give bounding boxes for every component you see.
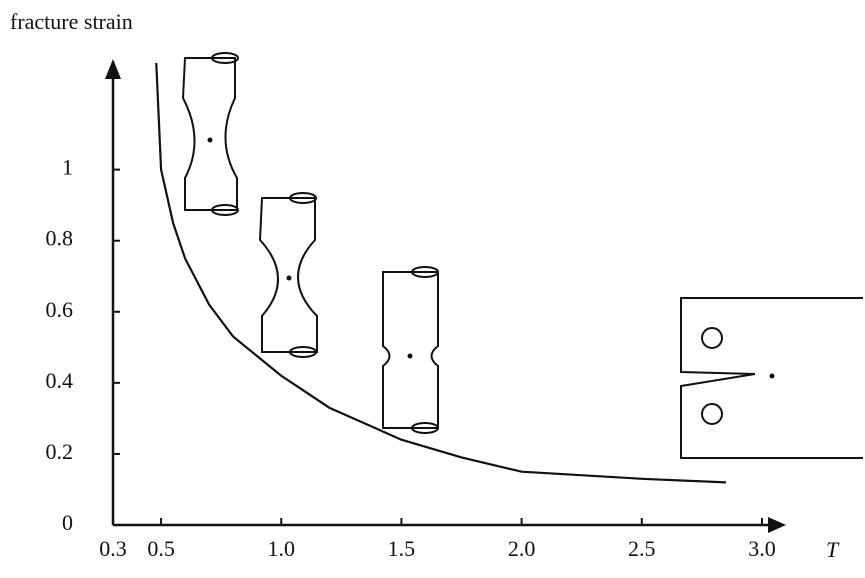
y-tick-label: 0.6 [46,297,74,322]
x-tick-label: 1.0 [268,536,296,561]
chart-title: fracture strain [10,9,133,34]
x-tick-label: 0.5 [147,536,175,561]
specimen-drawings [183,53,863,458]
y-axis-arrow [105,59,121,79]
y-tick-label: 0.2 [46,439,74,464]
x-tick-label: 0.3 [99,536,127,561]
y-tick-label: 0.4 [46,368,74,393]
y-tick-label: 1 [62,155,73,180]
x-tick-label: 2.0 [508,536,536,561]
x-tick-label: 2.5 [628,536,656,561]
y-tick-label: 0.8 [46,226,74,251]
chart: fracture strain T 0.3 0.5 1.0 1.5 2.0 2.5 3.0 0… [0,0,865,578]
curve [156,63,726,482]
y-tick-label: 0 [62,510,73,535]
x-tick-label: 3.0 [748,536,776,561]
x-axis-label: T [826,537,840,562]
x-tick-label: 1.5 [388,536,416,561]
x-axis-arrow [768,517,786,533]
